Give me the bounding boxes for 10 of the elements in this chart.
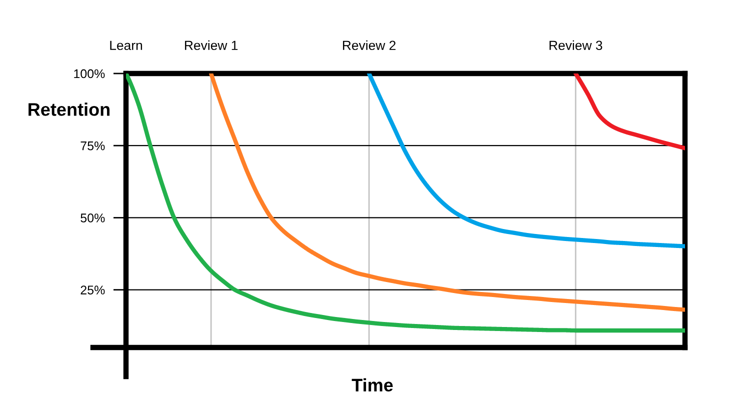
y-axis-title: Retention: [28, 102, 110, 116]
x-tick-label: Review 3: [550, 40, 602, 50]
x-tick-label: Review 2: [342, 40, 396, 50]
x-tick-label: Review 1: [185, 40, 238, 50]
y-tick-label: 50%: [80, 214, 105, 222]
x-tick-label: Learn: [110, 40, 142, 50]
y-tick-label: 75%: [80, 141, 105, 150]
y-tick-label: 25%: [80, 286, 105, 294]
y-tick-label: 100%: [74, 69, 105, 78]
x-axis-title: Time: [352, 378, 393, 392]
